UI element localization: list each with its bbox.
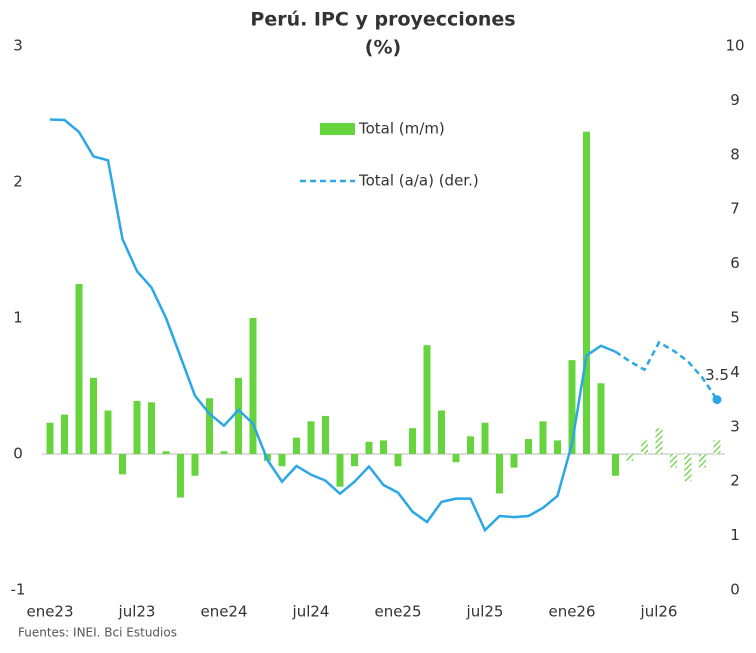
bar bbox=[206, 398, 213, 454]
bar bbox=[539, 421, 547, 454]
bar bbox=[525, 439, 532, 454]
chart-title: Perú. IPC y proyecciones bbox=[250, 9, 515, 31]
y2-tick-label: 1 bbox=[730, 526, 740, 544]
bar bbox=[626, 454, 634, 461]
y2-tick-label: 4 bbox=[730, 363, 740, 381]
bar bbox=[46, 422, 54, 454]
bar bbox=[322, 415, 329, 454]
y2-tick-label: 3 bbox=[730, 417, 740, 435]
x-tick-label: ene23 bbox=[26, 603, 73, 621]
bar bbox=[438, 410, 445, 454]
y2-tick-label: 6 bbox=[730, 254, 740, 272]
bar bbox=[336, 454, 344, 487]
bar bbox=[177, 454, 184, 498]
y2-tick-label: 2 bbox=[730, 472, 740, 490]
end-dot bbox=[712, 395, 722, 405]
bar bbox=[510, 454, 518, 468]
bar bbox=[133, 400, 141, 454]
bar bbox=[496, 454, 503, 494]
bar bbox=[423, 345, 431, 454]
y-tick-label: 1 bbox=[13, 309, 23, 327]
bar bbox=[612, 454, 619, 476]
y2-tick-label: 0 bbox=[730, 581, 740, 599]
legend-label: Total (m/m) bbox=[358, 120, 445, 138]
y2-tick-label: 10 bbox=[725, 37, 744, 55]
line bbox=[49, 118, 616, 533]
data-label: 3.5 bbox=[705, 366, 729, 384]
bar bbox=[568, 360, 576, 454]
bar bbox=[380, 440, 387, 454]
x-tick-label: jul24 bbox=[292, 603, 330, 621]
chart-subtitle: (%) bbox=[365, 37, 401, 59]
y-tick-label: 3 bbox=[13, 37, 23, 55]
y2-tick-label: 9 bbox=[730, 91, 740, 109]
bar bbox=[684, 454, 692, 482]
bar bbox=[409, 428, 416, 454]
legend-swatch bbox=[320, 123, 355, 135]
y2-tick-label: 8 bbox=[730, 145, 740, 163]
bar bbox=[90, 377, 97, 454]
bar bbox=[452, 454, 460, 463]
y2-tick-label: 7 bbox=[730, 200, 740, 218]
y-tick-label: 0 bbox=[13, 445, 23, 463]
x-tick-label: ene25 bbox=[374, 603, 421, 621]
y-tick-label: 2 bbox=[13, 173, 23, 191]
y-tick-label: -1 bbox=[11, 581, 26, 599]
bar bbox=[655, 428, 663, 454]
bar bbox=[75, 284, 83, 454]
bar bbox=[119, 454, 126, 475]
bar bbox=[641, 440, 648, 454]
bar bbox=[278, 454, 286, 467]
bar bbox=[249, 318, 257, 454]
x-tick-label: jul23 bbox=[118, 603, 156, 621]
bar bbox=[583, 131, 590, 454]
bar bbox=[481, 422, 489, 454]
bar bbox=[351, 454, 358, 467]
x-tick-label: ene24 bbox=[200, 603, 247, 621]
legend-label: Total (a/a) (der.) bbox=[358, 172, 479, 190]
line-projection bbox=[614, 340, 719, 401]
bar bbox=[293, 437, 300, 454]
bar bbox=[191, 454, 199, 476]
bar bbox=[365, 441, 373, 454]
x-tick-label: jul26 bbox=[640, 603, 678, 621]
bar bbox=[699, 454, 706, 468]
bar bbox=[148, 402, 155, 454]
bar bbox=[61, 414, 68, 454]
bar bbox=[394, 454, 402, 467]
x-tick-label: ene26 bbox=[548, 603, 595, 621]
x-tick-label: jul25 bbox=[466, 603, 504, 621]
bar bbox=[554, 440, 561, 454]
bar bbox=[235, 377, 242, 454]
bar bbox=[713, 440, 721, 454]
bar bbox=[220, 451, 228, 454]
bar bbox=[597, 383, 605, 454]
bar bbox=[467, 436, 474, 454]
source: Fuentes: INEI. Bci Estudios bbox=[18, 626, 177, 640]
bar bbox=[307, 421, 315, 454]
bar bbox=[670, 454, 677, 468]
bar bbox=[104, 410, 112, 454]
y2-tick-label: 5 bbox=[730, 309, 740, 327]
bar bbox=[162, 451, 170, 454]
